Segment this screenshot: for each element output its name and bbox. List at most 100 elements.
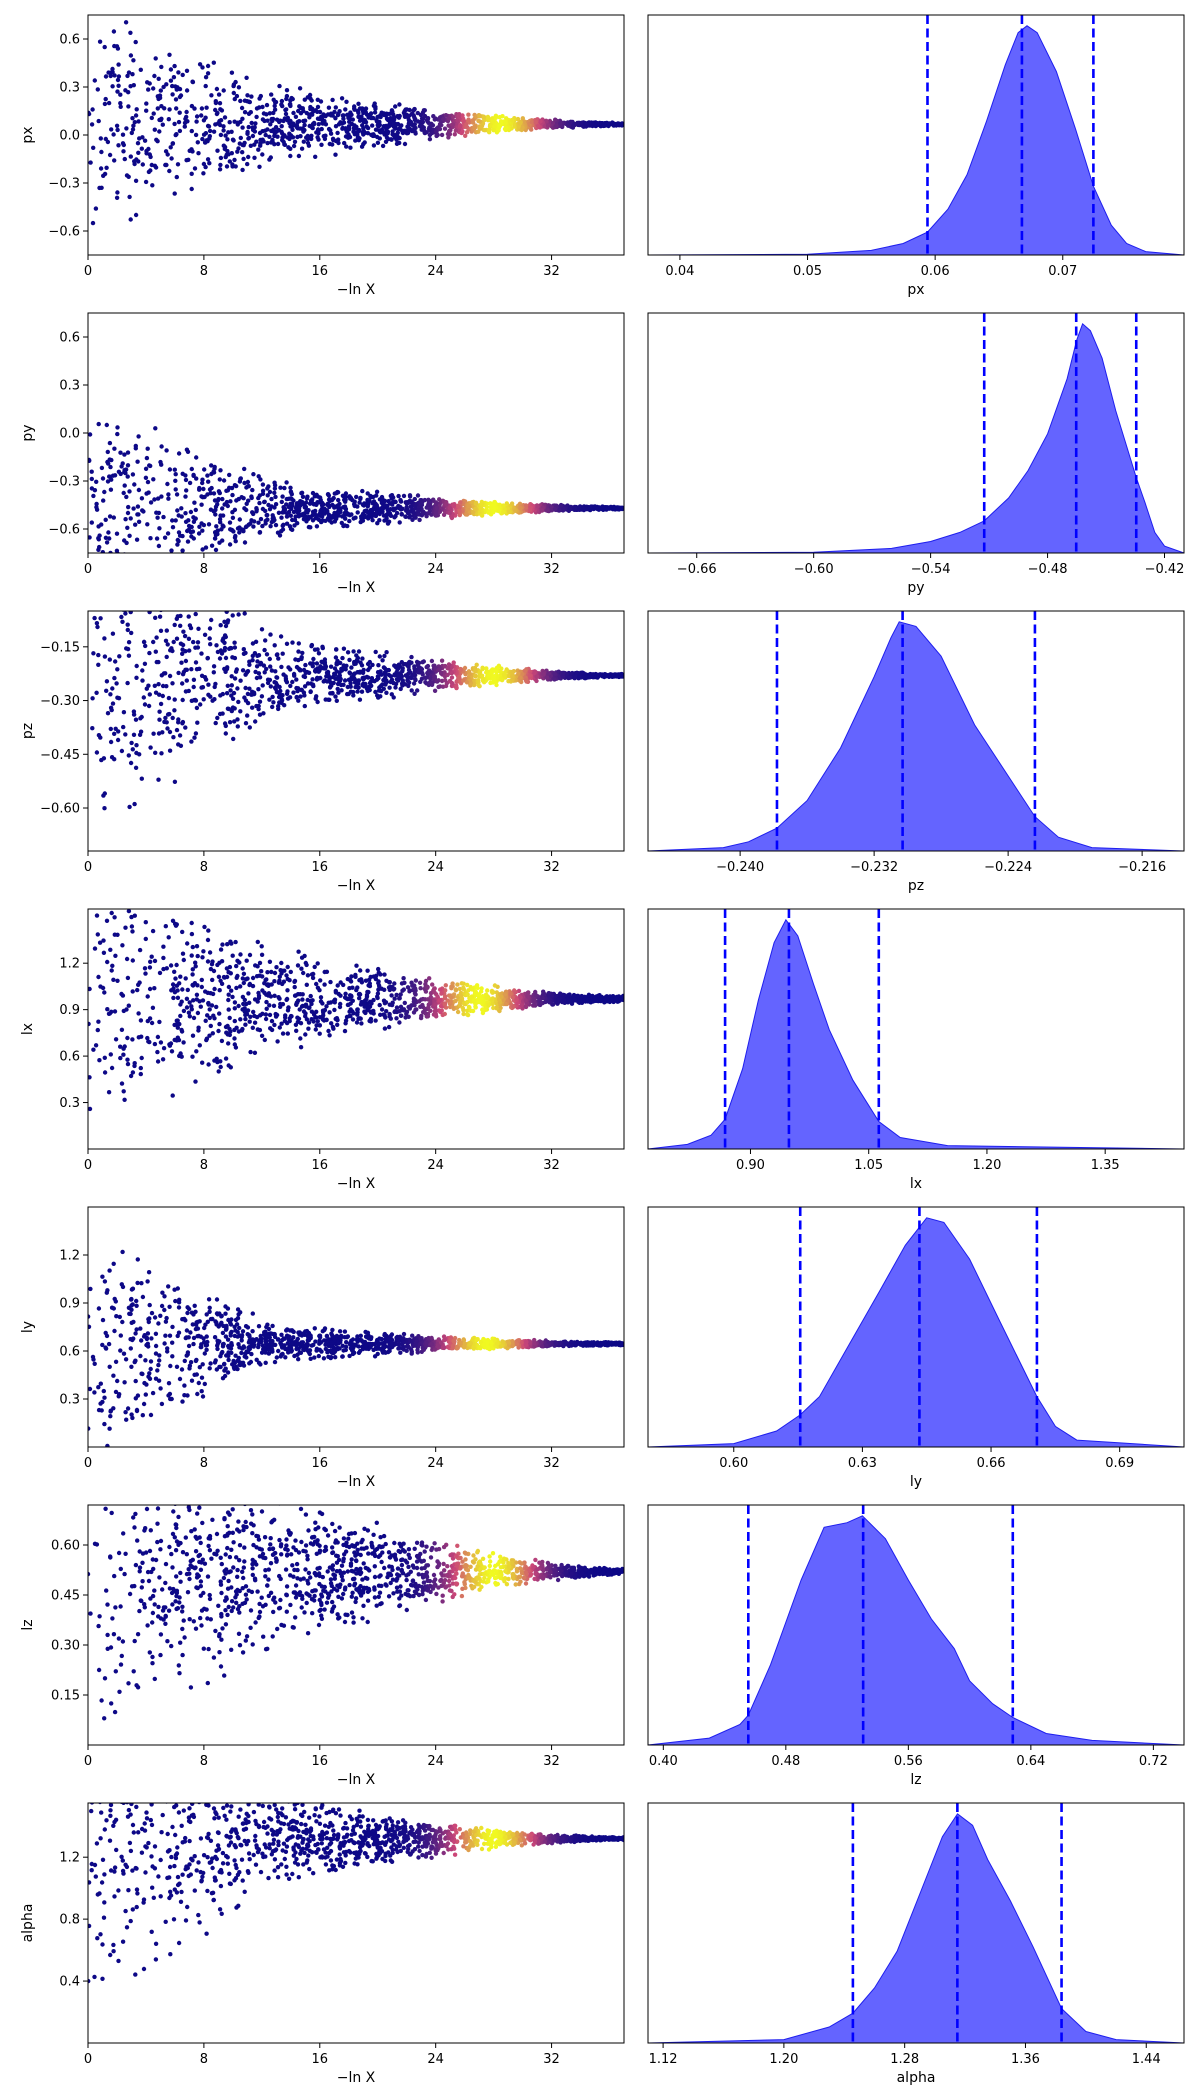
trace-axes-frame (87, 610, 625, 852)
trace-sample-point (254, 139, 259, 144)
trace-sample-point (125, 975, 131, 981)
trace-sample-point (328, 497, 333, 502)
trace-sample-point (343, 1018, 349, 1023)
trace-sample-point (228, 688, 233, 693)
trace-sample-point (380, 658, 385, 663)
trace-sample-point (149, 954, 154, 959)
trace-sample-point (183, 649, 188, 654)
trace-sample-point (103, 74, 109, 79)
trace-sample-point (335, 686, 340, 692)
trace-sample-point (420, 119, 425, 124)
trace-sample-point (120, 619, 125, 624)
trace-sample-point (116, 74, 122, 79)
trace-sample-point (272, 505, 277, 510)
trace-sample-point (193, 698, 199, 703)
trace-sample-point (94, 690, 99, 695)
trace-sample-point (116, 143, 121, 148)
trace-sample-point (115, 77, 121, 83)
trace-sample-point (327, 676, 332, 681)
trace-sample-point (111, 29, 117, 34)
trace-sample-point (230, 613, 235, 618)
trace-sample-point (163, 671, 168, 676)
trace-sample-point (231, 529, 236, 534)
trace-sample-point (213, 532, 219, 538)
trace-sample-point (94, 621, 100, 626)
trace-sample-point (164, 448, 169, 453)
trace-sample-point (163, 638, 169, 643)
trace-sample-point (332, 505, 337, 510)
trace-sample-point (168, 145, 173, 150)
trace-sample-point (312, 964, 317, 970)
trace-sample-point (490, 119, 496, 124)
trace-sample-point (349, 974, 354, 979)
trace-sample-point (529, 127, 534, 132)
trace-sample-point (187, 148, 192, 153)
trace-sample-point (397, 674, 403, 680)
trace-sample-point (376, 980, 381, 986)
trace-sample-point (213, 107, 218, 113)
trace-sample-point (279, 124, 284, 129)
trace-sample-point (108, 726, 114, 732)
trace-sample-point (470, 118, 475, 123)
trace-sample-point (333, 672, 338, 677)
trace-sample-point (269, 668, 275, 673)
trace-sample-point (288, 124, 293, 129)
trace-sample-point (365, 685, 371, 690)
trace-sample-point (103, 136, 109, 142)
trace-xtick-label: 8 (200, 264, 208, 279)
trace-sample-point (403, 662, 408, 667)
trace-sample-point (164, 654, 169, 660)
trace-sample-point (592, 504, 598, 509)
trace-sample-point (89, 122, 95, 127)
trace-sample-point (315, 666, 320, 671)
trace-sample-point (157, 526, 162, 531)
trace-sample-point (572, 122, 577, 127)
trace-sample-point (123, 467, 129, 472)
trace-sample-point (252, 1050, 258, 1056)
trace-sample-point (158, 701, 164, 707)
trace-sample-point (515, 116, 521, 122)
trace-sample-point (272, 103, 277, 109)
trace-sample-point (101, 574, 105, 578)
trace-sample-point (144, 108, 149, 113)
trace-sample-point (356, 101, 361, 107)
trace-sample-point (124, 494, 129, 500)
trace-sample-point (333, 655, 339, 660)
trace-sample-point (457, 986, 462, 992)
trace-xtick-label: 0 (84, 860, 92, 875)
trace-sample-point (195, 140, 200, 145)
trace-sample-point (172, 708, 177, 713)
trace-sample-point (437, 115, 443, 120)
trace-sample-point (302, 127, 307, 133)
trace-sample-point (264, 652, 270, 657)
trace-sample-point (296, 949, 301, 954)
trace-sample-point (221, 143, 226, 148)
trace-sample-point (476, 129, 481, 134)
trace-sample-point (240, 167, 245, 173)
trace-sample-point (346, 691, 351, 697)
trace-sample-point (90, 696, 95, 701)
trace-sample-point (577, 673, 582, 678)
trace-sample-point (504, 125, 509, 131)
trace-sample-point (130, 127, 136, 132)
trace-sample-point (181, 957, 186, 963)
trace-sample-point (232, 157, 237, 163)
trace-sample-point (394, 510, 400, 516)
trace-sample-point (306, 1005, 312, 1011)
trace-sample-point (265, 140, 270, 146)
trace-sample-point (479, 124, 484, 129)
trace-xtick-label: 24 (427, 264, 444, 279)
trace-sample-point (94, 750, 100, 755)
trace-sample-point (247, 686, 252, 691)
trace-ylabel: pz (20, 723, 36, 739)
trace-sample-point (108, 464, 113, 470)
trace-sample-point (163, 149, 169, 154)
trace-sample-point (260, 523, 265, 529)
trace-sample-point (98, 136, 104, 141)
trace-sample-point (164, 162, 169, 168)
trace-sample-point (284, 514, 290, 519)
trace-sample-point (267, 697, 272, 702)
trace-sample-point (257, 712, 263, 717)
trace-sample-point (152, 73, 157, 79)
trace-sample-point (151, 86, 156, 91)
